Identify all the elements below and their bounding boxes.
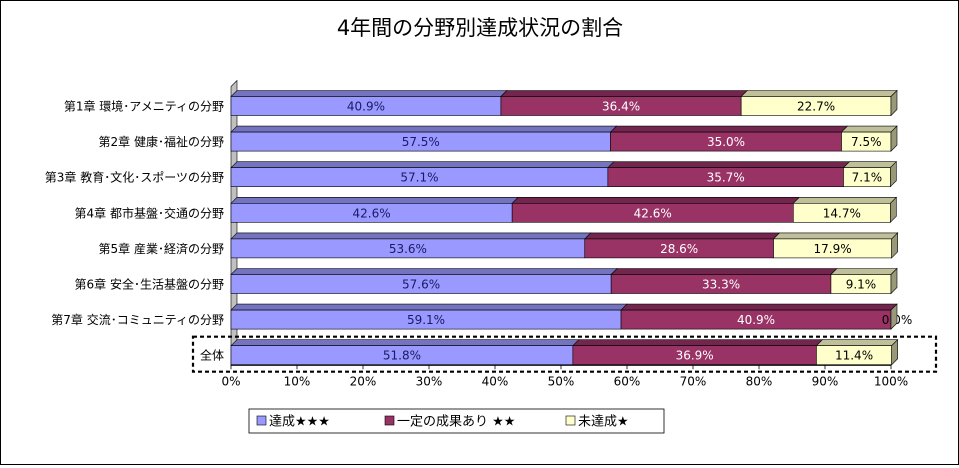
legend-box	[248, 408, 665, 434]
x-tick-label: 70%	[680, 374, 707, 388]
data-label: 14.7%	[823, 206, 861, 220]
data-label: 7.5%	[851, 135, 882, 149]
data-label: 42.6%	[634, 206, 672, 220]
bar-top	[607, 161, 851, 168]
x-tick-label: 80%	[746, 374, 773, 388]
bar-top	[572, 339, 824, 347]
x-tick-label: 0%	[221, 374, 240, 388]
bar-end	[890, 267, 898, 295]
bar-top	[840, 125, 898, 133]
bar-top	[584, 232, 781, 240]
category-label: 第3章 教育･文化･スポーツの分野	[45, 170, 224, 185]
bar-end	[891, 232, 898, 259]
bar-top	[740, 90, 898, 97]
bar-top	[511, 197, 801, 204]
data-label: 36.9%	[676, 349, 714, 363]
data-label: 42.6%	[353, 206, 391, 220]
data-label: 53.6%	[389, 242, 427, 256]
bar-end	[890, 160, 897, 188]
bar-top	[620, 303, 898, 311]
x-tick-label: 90%	[812, 374, 839, 388]
legend-swatch	[256, 415, 267, 426]
bar-top	[772, 232, 899, 240]
data-label: 17.9%	[814, 242, 852, 256]
data-label: 57.6%	[402, 278, 440, 292]
bar-top	[230, 232, 592, 240]
x-tick-label: 100%	[874, 374, 908, 388]
bar-end	[891, 338, 898, 366]
bar-end	[890, 125, 898, 152]
chart-title: 4年間の分野別達成状況の割合	[337, 16, 623, 40]
bar-top	[230, 161, 615, 168]
data-label: 22.7%	[797, 100, 835, 114]
bar-top	[230, 303, 628, 311]
data-label: 11.4%	[835, 349, 873, 363]
x-tick-label: 50%	[548, 374, 575, 388]
bar-top	[609, 125, 849, 133]
x-tick-label: 20%	[350, 374, 377, 388]
data-label: 40.9%	[347, 100, 385, 114]
data-label: 33.3%	[702, 278, 740, 292]
bar-top	[230, 339, 580, 347]
legend-swatch	[565, 415, 576, 426]
bar-top	[792, 197, 898, 204]
x-tick-label: 40%	[482, 374, 509, 388]
legend-label: 一定の成果あり ★★	[397, 415, 515, 430]
legend-label: 達成★★★	[269, 415, 330, 430]
data-label: 57.5%	[402, 135, 440, 149]
category-label: 第5章 産業･経済の分野	[99, 241, 224, 256]
bar-top	[815, 339, 899, 347]
category-label: 第6章 安全･生活基盤の分野	[75, 277, 224, 292]
category-label: 第7章 交流･コミュニティの分野	[51, 312, 224, 327]
bar-end	[890, 303, 898, 330]
x-tick-label: 60%	[614, 374, 641, 388]
plot-area: 0% 10% 20% 30% 40% 50% 60% 70% 80% 90% 100% 第1章 環境･…	[45, 79, 938, 388]
legend: 達成★★★ 一定の成果あり ★★ 未達成★	[248, 408, 665, 434]
highlight-box	[191, 335, 938, 373]
bar-top	[610, 268, 838, 275]
data-label: 59.1%	[407, 313, 445, 327]
bar-top	[230, 268, 618, 275]
data-label: 40.9%	[737, 313, 775, 327]
bar-top	[500, 90, 748, 97]
data-label: 35.0%	[707, 135, 745, 149]
legend-label: 未達成★	[578, 415, 629, 430]
data-label: 36.4%	[602, 100, 640, 114]
data-label: 28.6%	[660, 242, 698, 256]
data-label: 51.8%	[383, 349, 421, 363]
category-label: 第4章 都市基盤･交通の分野	[75, 205, 224, 220]
x-tick-label: 30%	[416, 374, 443, 388]
x-tick-label: 10%	[284, 374, 311, 388]
bar-top	[230, 90, 508, 97]
bar-top	[230, 197, 519, 204]
category-label: 全体	[200, 348, 224, 363]
data-label: 7.1%	[852, 171, 883, 185]
bar-top	[230, 125, 618, 133]
data-label: 9.1%	[846, 278, 877, 292]
legend-swatch	[384, 415, 395, 426]
bar-end	[890, 196, 897, 224]
bar-top	[842, 161, 898, 168]
bar-top	[830, 268, 898, 275]
category-label: 第1章 環境･アメニティの分野	[64, 99, 224, 114]
bar-end	[890, 89, 898, 117]
category-label: 第2章 健康･福祉の分野	[99, 134, 224, 149]
data-label: 57.1%	[400, 171, 438, 185]
data-label: 35.7%	[707, 171, 745, 185]
